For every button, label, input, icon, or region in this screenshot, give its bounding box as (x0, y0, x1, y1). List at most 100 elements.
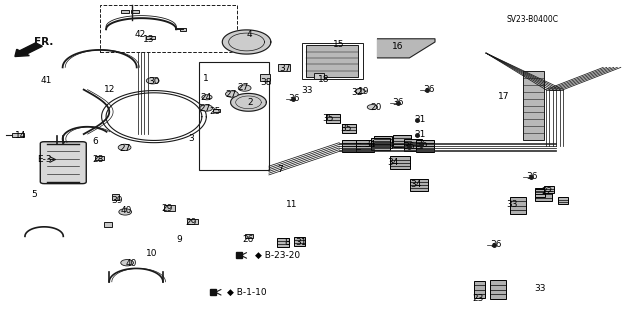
Polygon shape (378, 39, 435, 58)
Text: 8: 8 (284, 238, 290, 247)
Text: 34: 34 (410, 181, 422, 189)
Text: 25: 25 (209, 107, 220, 116)
Text: SV23-B0400C: SV23-B0400C (506, 15, 558, 24)
Text: FR.: FR. (35, 37, 54, 47)
Text: 31: 31 (295, 238, 307, 247)
Text: 36: 36 (392, 99, 404, 108)
Text: 29: 29 (161, 204, 172, 213)
Bar (12, 133, 24, 137)
Text: 15: 15 (333, 40, 345, 49)
Circle shape (121, 260, 134, 266)
Text: 21: 21 (414, 115, 426, 124)
Text: 33: 33 (301, 86, 313, 95)
FancyBboxPatch shape (40, 142, 86, 184)
Bar (198, 62, 269, 170)
Text: 27: 27 (120, 144, 131, 153)
Text: 6: 6 (92, 137, 98, 145)
Polygon shape (230, 93, 266, 111)
Bar (100, 5, 237, 51)
Bar (374, 136, 392, 148)
Bar (534, 188, 552, 201)
Bar (314, 73, 324, 78)
Text: 36: 36 (417, 140, 428, 149)
Bar (104, 222, 112, 227)
Bar (417, 140, 435, 152)
FancyArrow shape (15, 43, 42, 56)
Bar (122, 10, 129, 13)
Bar (302, 43, 363, 79)
Text: 30: 30 (148, 77, 160, 86)
Bar (306, 45, 358, 77)
Text: 16: 16 (392, 42, 404, 51)
Polygon shape (222, 30, 271, 54)
Circle shape (225, 91, 238, 97)
Bar (356, 140, 374, 152)
Text: 14: 14 (15, 131, 27, 140)
Bar (474, 281, 485, 299)
Text: E-3: E-3 (37, 155, 51, 164)
Bar (535, 189, 545, 197)
Bar (278, 63, 290, 70)
Bar (390, 156, 410, 169)
Text: 12: 12 (104, 85, 115, 94)
Bar (186, 219, 198, 224)
Text: 20: 20 (371, 103, 382, 112)
Text: 37: 37 (279, 64, 291, 73)
Bar (326, 115, 340, 123)
Text: 17: 17 (497, 92, 509, 101)
Text: 38: 38 (260, 78, 271, 87)
Text: 39: 39 (111, 196, 123, 205)
Text: 10: 10 (146, 249, 157, 258)
Text: 27: 27 (200, 104, 211, 113)
Text: 2: 2 (247, 99, 253, 108)
Text: 9: 9 (177, 235, 182, 244)
Text: 27: 27 (225, 90, 236, 99)
Text: ◆ B-1-10: ◆ B-1-10 (227, 288, 267, 297)
Text: 7: 7 (278, 165, 284, 174)
Bar (131, 10, 139, 13)
Bar (510, 197, 526, 214)
Text: 36: 36 (526, 173, 538, 182)
Bar (557, 197, 568, 204)
Text: 5: 5 (31, 190, 36, 199)
Text: 18: 18 (318, 75, 330, 84)
Text: 34: 34 (364, 140, 376, 149)
Text: 32: 32 (351, 88, 363, 97)
Text: 3: 3 (188, 134, 194, 143)
Bar (260, 74, 270, 81)
Text: 41: 41 (41, 76, 52, 85)
Text: 4: 4 (247, 30, 253, 39)
Text: 28: 28 (92, 155, 104, 164)
Bar (147, 36, 156, 40)
Bar (277, 238, 289, 247)
Bar (164, 205, 175, 211)
Text: 1: 1 (204, 74, 209, 83)
Text: 23: 23 (473, 294, 484, 303)
Text: 33: 33 (506, 200, 517, 209)
Bar (245, 234, 253, 238)
Text: 13: 13 (143, 35, 155, 44)
Text: 22: 22 (541, 187, 553, 197)
Circle shape (147, 78, 159, 84)
Bar (112, 194, 120, 200)
Text: 34: 34 (388, 158, 399, 167)
Text: 40: 40 (126, 259, 138, 268)
Text: 19: 19 (358, 87, 369, 96)
Bar (179, 28, 186, 31)
Text: 36: 36 (404, 142, 415, 151)
Bar (342, 124, 356, 133)
Bar (523, 70, 543, 140)
Circle shape (202, 95, 212, 100)
Bar (342, 140, 360, 152)
Text: 36: 36 (490, 240, 501, 249)
Circle shape (200, 105, 212, 111)
Text: 35: 35 (340, 124, 351, 133)
Text: 36: 36 (289, 94, 300, 103)
Text: 26: 26 (243, 235, 254, 244)
Circle shape (238, 85, 251, 91)
Text: 33: 33 (534, 284, 546, 293)
Bar (294, 237, 305, 246)
Text: 35: 35 (323, 114, 334, 123)
Bar (543, 187, 554, 193)
Text: 27: 27 (237, 83, 249, 92)
